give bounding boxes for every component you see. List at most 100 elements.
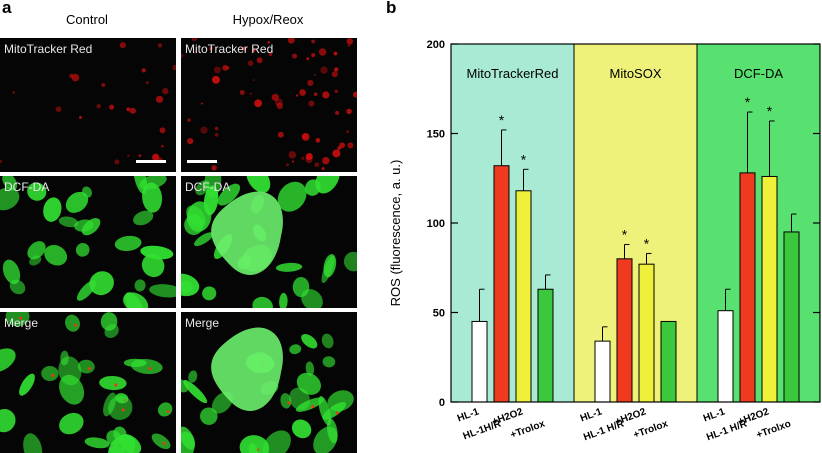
mitochondria-dot — [239, 90, 245, 96]
bar — [471, 320, 488, 403]
mitochondria-dot — [339, 142, 346, 149]
mitochondria-dot — [301, 156, 305, 160]
micrograph-hypox-dcfda: DCF-DA — [181, 176, 357, 308]
bar — [660, 320, 677, 403]
bar — [537, 288, 554, 403]
cell-body — [277, 181, 307, 212]
micrograph-hypox-mitotracker: MitoTracker Red — [181, 38, 357, 172]
mitochondria-dot — [277, 131, 284, 138]
merge-dot — [148, 367, 152, 371]
cell-pattern — [181, 327, 354, 453]
cell-body — [217, 183, 241, 206]
cell-body — [74, 219, 94, 232]
merge-dot — [166, 409, 170, 413]
mitochondria-dot — [313, 73, 316, 76]
mitochondria-dot — [187, 138, 194, 145]
mitochondria-dot — [314, 162, 320, 168]
scale-bar — [187, 160, 217, 163]
cell-body — [27, 241, 46, 260]
merge-dot — [87, 367, 91, 371]
bar — [493, 165, 510, 403]
significance-marker: * — [521, 151, 527, 167]
panel-b-letter: b — [386, 0, 397, 17]
mitochondria-dot — [126, 107, 131, 112]
stain-label: DCF-DA — [4, 180, 50, 194]
cell-body — [181, 378, 189, 393]
mitochondria-dot — [334, 67, 339, 72]
y-tick-label: 150 — [427, 129, 445, 141]
column-header-control: Control — [66, 12, 108, 27]
mitochondria-dot — [114, 159, 120, 165]
mitochondria-dot — [268, 52, 273, 57]
merge-dot — [287, 401, 291, 405]
mitochondria-dot — [333, 51, 338, 56]
cell-body — [41, 366, 59, 382]
cell-body — [280, 393, 292, 409]
category-label: HL-1 — [702, 406, 727, 424]
mitochondria-dot — [249, 92, 253, 95]
cell-body — [76, 280, 97, 301]
cell-body — [246, 176, 271, 193]
mitochondria-dot — [287, 38, 295, 44]
mitochondria-dot — [346, 130, 350, 134]
cell-body — [157, 402, 173, 417]
mitochondria-dot — [157, 43, 163, 48]
stain-label: Merge — [185, 316, 220, 330]
mitochondria-dot — [254, 99, 262, 108]
mitochondria-dot — [308, 100, 315, 107]
micrograph-control-dcfda: DCF-DA — [0, 176, 176, 308]
cell-body — [275, 262, 303, 272]
stain-label: MitoTracker Red — [4, 42, 93, 56]
cell-body — [2, 259, 21, 285]
mitochondria-dot — [347, 44, 351, 47]
cell-body — [77, 359, 95, 374]
cell-body — [199, 407, 218, 425]
cell-body — [0, 187, 20, 211]
mitochondria-dot — [141, 68, 146, 73]
mitochondria-dot — [347, 142, 354, 149]
cell-pattern — [181, 176, 357, 308]
group-background — [697, 44, 820, 402]
bar — [594, 340, 611, 403]
column-header-hypox-reox: Hypox/Reox — [232, 12, 304, 27]
mitochondria-dot — [322, 91, 330, 99]
category-label: +Trolox — [509, 418, 547, 441]
bar — [638, 263, 655, 403]
y-tick-label: 0 — [439, 397, 445, 409]
significance-marker: * — [499, 112, 505, 128]
category-label: +H2O2 — [737, 406, 771, 427]
cell-body — [184, 214, 204, 235]
mitochondria-dot — [101, 82, 106, 87]
merge-dot — [19, 316, 23, 320]
cell-body — [134, 279, 146, 292]
mitochondria-dot — [305, 152, 313, 161]
group-title: MitoTrackerRed — [467, 66, 559, 81]
cell-body — [194, 232, 214, 247]
mitochondria-dot — [256, 57, 263, 64]
mitochondria-dot — [292, 160, 295, 163]
bar — [616, 258, 633, 403]
mitochondria-dot — [285, 163, 290, 167]
category-label: HL-1 — [456, 406, 481, 424]
mitochondria-dot — [301, 133, 310, 141]
mitochondria-dot — [211, 165, 217, 171]
micrograph-control-mitotracker: MitoTracker Red — [0, 38, 176, 172]
y-tick-label: 200 — [427, 39, 445, 51]
mitochondria-dot — [222, 65, 229, 71]
mitochondria-dot — [214, 132, 219, 137]
cell-body — [296, 372, 321, 395]
stain-label: MitoTracker Red — [185, 42, 274, 56]
cell-body — [9, 279, 26, 295]
cell-body — [2, 176, 18, 191]
cell-body — [289, 344, 302, 355]
mitochondria-dot — [276, 102, 284, 110]
cell-body — [19, 373, 35, 396]
cell-body — [84, 437, 110, 449]
cell-pattern — [0, 42, 176, 165]
cell-body — [114, 235, 142, 252]
category-label: +H2O2 — [614, 406, 648, 427]
y-axis-label: ROS (fluorescence, a. u.) — [388, 160, 403, 307]
cell-body — [75, 243, 90, 257]
group-title: DCF-DA — [734, 66, 783, 81]
cell-pattern — [0, 176, 176, 308]
